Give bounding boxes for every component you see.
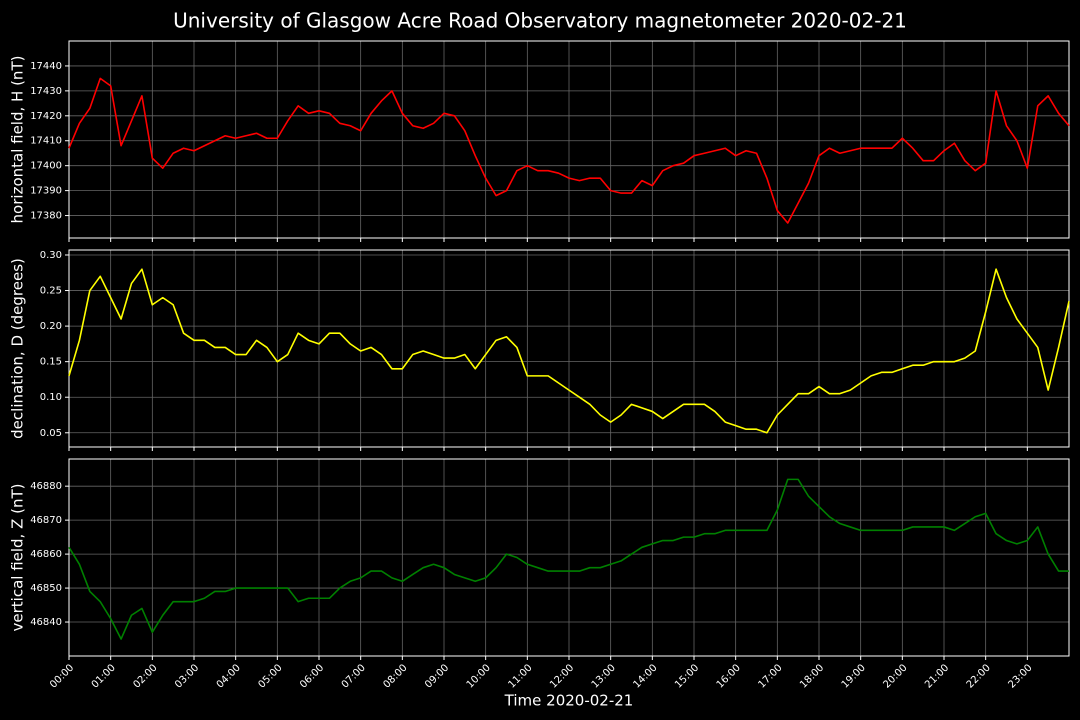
- plot-frame: [68, 40, 1070, 239]
- y-tick-label: 0.20: [40, 321, 62, 332]
- y-tick-label: 17420: [30, 111, 62, 122]
- y-tick-label: 46840: [30, 617, 62, 628]
- y-axis-label: horizontal field, H (nT): [9, 56, 27, 224]
- figure-title: University of Glasgow Acre Road Observat…: [173, 9, 907, 33]
- data-line: [68, 268, 1070, 434]
- y-tick-label: 0.05: [40, 428, 62, 439]
- y-tick-label: 46870: [30, 515, 62, 526]
- y-tick-label: 17440: [30, 61, 62, 72]
- data-line: [68, 77, 1070, 224]
- y-tick-label: 0.15: [40, 357, 62, 368]
- y-tick-label: 0.30: [40, 250, 62, 261]
- y-tick-label: 46880: [30, 481, 62, 492]
- y-tick-label: 46860: [30, 549, 62, 560]
- y-axis-label: vertical field, Z (nT): [9, 483, 27, 631]
- y-tick-label: 0.25: [40, 286, 62, 297]
- x-axis-label: Time 2020-02-21: [504, 692, 634, 710]
- y-tick-label: 46850: [30, 583, 62, 594]
- y-tick-label: 17430: [30, 86, 62, 97]
- y-tick-label: 17380: [30, 211, 62, 222]
- y-tick-label: 17400: [30, 161, 62, 172]
- y-tick-label: 0.10: [40, 392, 62, 403]
- plot-frame: [68, 249, 1070, 448]
- y-tick-label: 17410: [30, 136, 62, 147]
- y-tick-label: 17390: [30, 186, 62, 197]
- data-line: [68, 478, 1069, 640]
- y-axis-label: declination, D (degrees): [9, 258, 27, 439]
- plot-frame: [68, 458, 1070, 657]
